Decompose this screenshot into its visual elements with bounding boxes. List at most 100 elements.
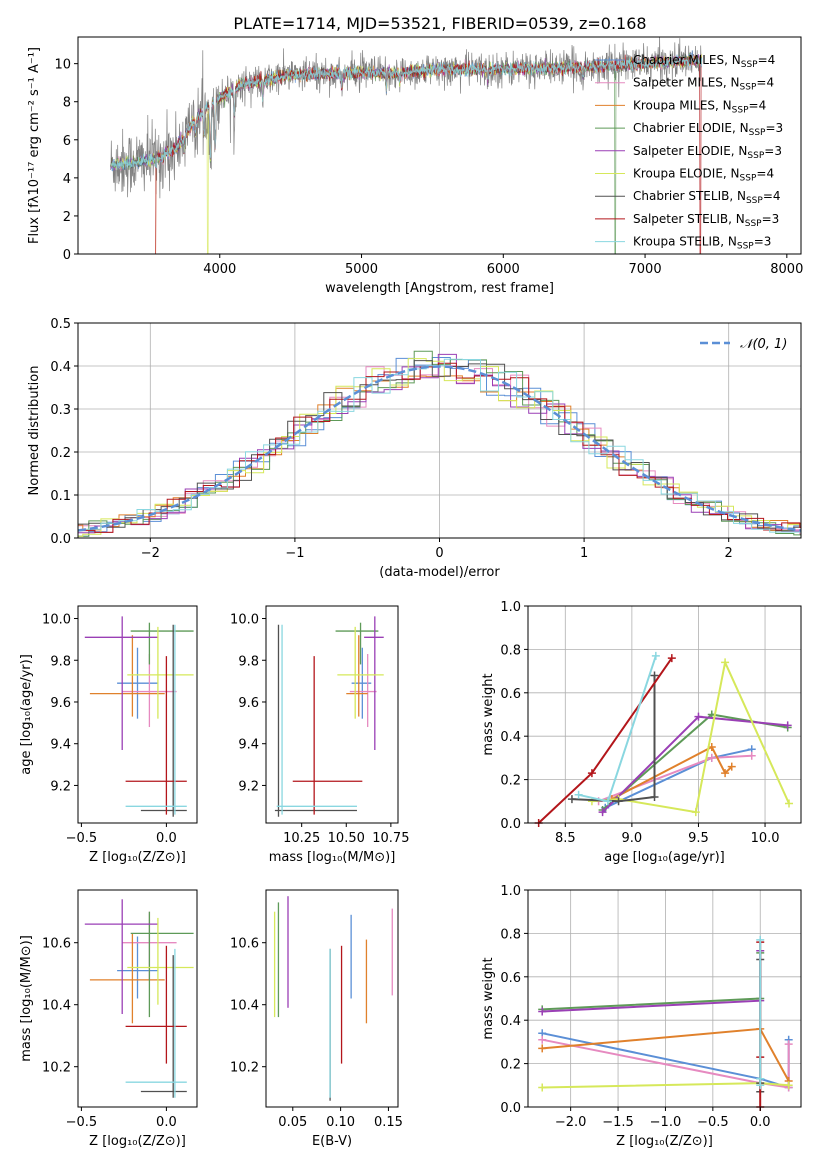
z-mass-plot-area: [84, 899, 194, 1098]
x-tick-label: 0.15: [374, 1115, 403, 1130]
errorbar-point-7: [125, 945, 187, 1064]
histogram-step-4: [78, 353, 801, 534]
y-tick-label: 9.6: [238, 696, 259, 711]
legend-nssp: =4: [756, 167, 774, 181]
weight-marker: [784, 1081, 793, 1090]
y-tick-label: 10.6: [42, 937, 71, 952]
legend-nssp: =3: [754, 235, 772, 249]
weight-line-1: [542, 1038, 790, 1089]
z-age-plot-area: [84, 616, 194, 817]
x-tick-label: −0.5: [66, 1115, 98, 1130]
model-line-2: [155, 54, 703, 254]
errorbar-point-8: [276, 624, 357, 815]
model-line-5: [110, 53, 703, 254]
y-axis-label: age [log₁₀(age/yr)]: [19, 654, 34, 775]
legend-model-name: Chabrier STELIB, N: [633, 189, 746, 203]
x-tick-label: 10.25: [283, 831, 320, 846]
weight-marker: [721, 769, 730, 778]
legend-nssp: =4: [758, 53, 776, 67]
legend-model-name: Kroupa STELIB, N: [633, 235, 737, 249]
y-tick-label: 0.5: [50, 317, 71, 332]
weight-marker: [721, 658, 730, 667]
y-tick-label: 9.8: [50, 654, 71, 669]
y-tick-label: 9.4: [50, 738, 71, 753]
legend-entry: 𝒩(0, 1): [740, 337, 787, 352]
weight-marker: [587, 769, 596, 778]
histogram-step-7: [78, 362, 801, 533]
y-tick-label: 0.0: [50, 532, 71, 547]
errorbar-point-2: [346, 635, 368, 717]
x-tick-label: −0.5: [66, 831, 98, 846]
weight-marker: [574, 790, 583, 799]
x-tick-label: −1.5: [602, 1115, 634, 1130]
errorbar-point-1: [122, 653, 177, 728]
y-tick-label: 10.2: [230, 1061, 259, 1076]
y-tick-label: 8: [63, 96, 71, 111]
x-tick-label: 9.0: [622, 831, 643, 846]
spectrum-axes-frame: [77, 36, 802, 255]
errorbar-point-3: [335, 622, 379, 665]
errorbar-point-4: [364, 616, 384, 750]
weights-age-plot-area: [534, 651, 794, 827]
y-axis-label: Flux [fλ10⁻¹⁷ erg cm⁻² s⁻¹ A⁻¹]: [27, 47, 42, 244]
y-tick-label: 1.0: [500, 600, 521, 615]
weights-z-plot-area: [538, 935, 793, 1111]
z-mass-axes-frame: [77, 889, 198, 1108]
legend-model-name: Salpeter ELODIE, N: [633, 144, 747, 158]
y-tick-label: 0.0: [500, 1101, 521, 1116]
weights-z-axes-frame: [527, 889, 802, 1108]
y-tick-label: 0: [63, 248, 71, 263]
y-tick-label: 0.4: [500, 1014, 521, 1029]
y-axis-label: mass [log₁₀(M/M⊙)]: [19, 935, 34, 1062]
x-tick-label: 0: [435, 546, 443, 561]
y-axis-label: mass weight: [481, 957, 496, 1039]
x-axis-label: E(B-V): [312, 1134, 352, 1149]
y-tick-label: 10.4: [230, 999, 259, 1014]
errorbar-point-7: [125, 656, 187, 815]
legend-subscript: SSP: [732, 105, 749, 115]
y-tick-label: 0.6: [500, 971, 521, 986]
x-tick-label: 10.75: [372, 831, 409, 846]
mass-age-panel: 10.25 10.50 10.75 9.2 9.4 9.6 9.8 10.0 mass [log…: [230, 605, 409, 865]
weight-marker: [614, 797, 623, 806]
legend-entry: Kroupa ELODIE, NSSP=4: [633, 167, 774, 184]
errorbar-point-3: [130, 911, 194, 1018]
y-tick-label: 9.2: [50, 779, 71, 794]
y-tick-label: 0.3: [50, 403, 71, 418]
legend-nssp: =4: [756, 76, 774, 90]
legend-entry: Salpeter MILES, NSSP=4: [633, 76, 774, 93]
weight-line-6: [571, 675, 656, 803]
x-tick-label: 6000: [487, 262, 520, 277]
spectrum-plot-area: [110, 37, 703, 254]
weight-marker: [603, 797, 612, 806]
legend-subscript: SSP: [737, 242, 754, 252]
legend-entry: Chabrier MILES, NSSP=4: [633, 53, 775, 70]
legend-entry: Kroupa STELIB, NSSP=3: [633, 235, 771, 252]
x-tick-label: 9.5: [688, 831, 709, 846]
legend-model-name: Kroupa MILES, N: [633, 98, 732, 112]
x-tick-label: 0.0: [750, 1115, 771, 1130]
y-tick-label: 0.2: [500, 774, 521, 789]
ebv-mass-axes-frame: [265, 889, 399, 1108]
legend-model-name: Salpeter STELIB, N: [633, 212, 745, 226]
model-line-8: [110, 55, 703, 170]
weight-marker: [707, 753, 716, 762]
y-tick-label: 0.8: [500, 927, 521, 942]
weight-marker: [651, 651, 660, 660]
x-tick-label: −1.0: [650, 1115, 682, 1130]
x-tick-label: 0.10: [326, 1115, 355, 1130]
legend-nssp: =4: [749, 98, 767, 112]
legend-entry: Salpeter ELODIE, NSSP=3: [633, 144, 782, 161]
x-axis-label: wavelength [Angstrom, rest frame]: [325, 281, 554, 296]
y-tick-label: 10.6: [230, 937, 259, 952]
errorbar-point-4: [84, 616, 158, 750]
weight-marker: [538, 1044, 547, 1053]
spectrum-legend: Chabrier MILES, NSSP=4 Salpeter MILES, NS…: [595, 53, 783, 252]
errorbar-point-8: [125, 624, 187, 815]
weight-marker: [756, 935, 765, 944]
legend-nssp: =3: [765, 121, 783, 135]
x-tick-label: −2.0: [555, 1115, 587, 1130]
x-tick-label: 0.05: [278, 1115, 307, 1130]
histogram-step-5: [78, 358, 801, 537]
